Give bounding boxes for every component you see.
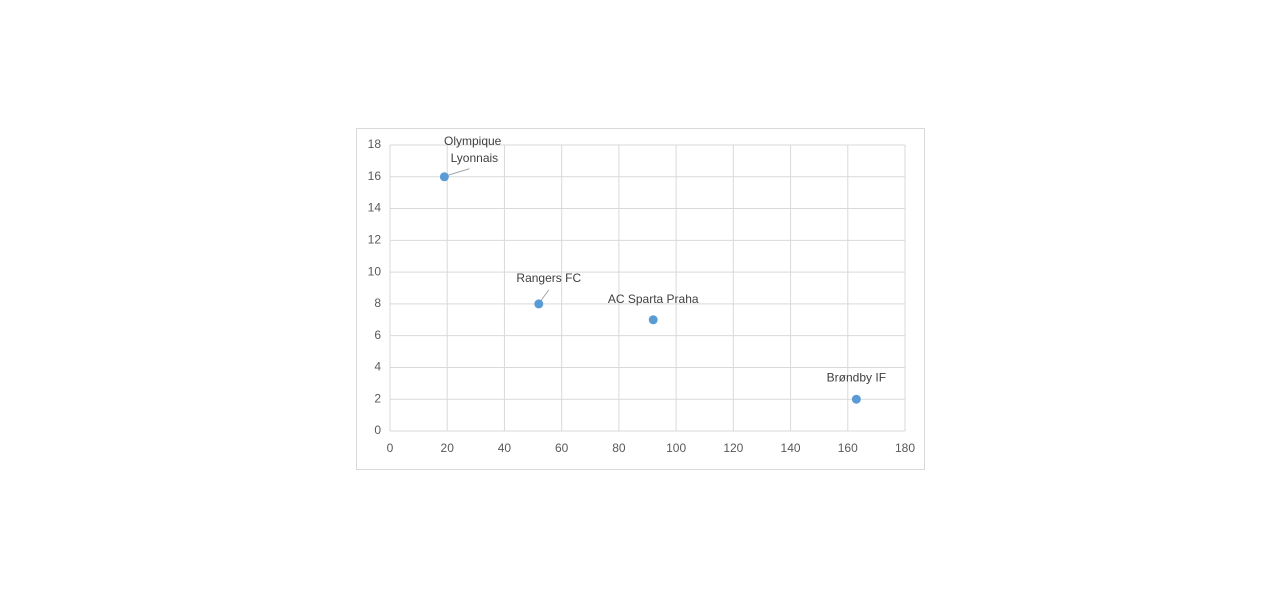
leader-line xyxy=(540,289,550,302)
point xyxy=(439,172,449,182)
y-tick-label: 2 xyxy=(374,391,381,405)
point xyxy=(534,299,544,309)
x-tick-label: 160 xyxy=(838,441,858,455)
y-tick-label: 12 xyxy=(368,233,382,247)
x-tick-label: 60 xyxy=(555,441,569,455)
x-tick-label: 140 xyxy=(781,441,801,455)
y-tick-label: 6 xyxy=(374,328,381,342)
point xyxy=(648,315,658,325)
point-label: AC Sparta Praha xyxy=(608,292,699,306)
leader-line xyxy=(446,168,470,177)
x-tick-label: 20 xyxy=(441,441,455,455)
x-tick-label: 100 xyxy=(666,441,686,455)
point-label: Rangers FC xyxy=(516,271,581,285)
y-tick-label: 0 xyxy=(374,423,381,437)
y-tick-label: 10 xyxy=(368,264,382,278)
x-tick-label: 40 xyxy=(498,441,512,455)
x-tick-label: 180 xyxy=(895,441,915,455)
y-tick-label: 8 xyxy=(374,296,381,310)
y-tick-label: 4 xyxy=(374,360,381,374)
y-tick-label: 14 xyxy=(368,201,382,215)
chart-frame xyxy=(356,128,925,470)
x-tick-label: 120 xyxy=(723,441,743,455)
x-tick-label: 0 xyxy=(387,441,394,455)
x-tick-label: 80 xyxy=(612,441,626,455)
y-tick-label: 16 xyxy=(368,169,382,183)
y-tick-label: 18 xyxy=(368,137,382,151)
point xyxy=(851,394,861,404)
point-label: Brøndby IF xyxy=(827,370,886,384)
point-label: Olympique Lyonnais xyxy=(444,134,505,165)
